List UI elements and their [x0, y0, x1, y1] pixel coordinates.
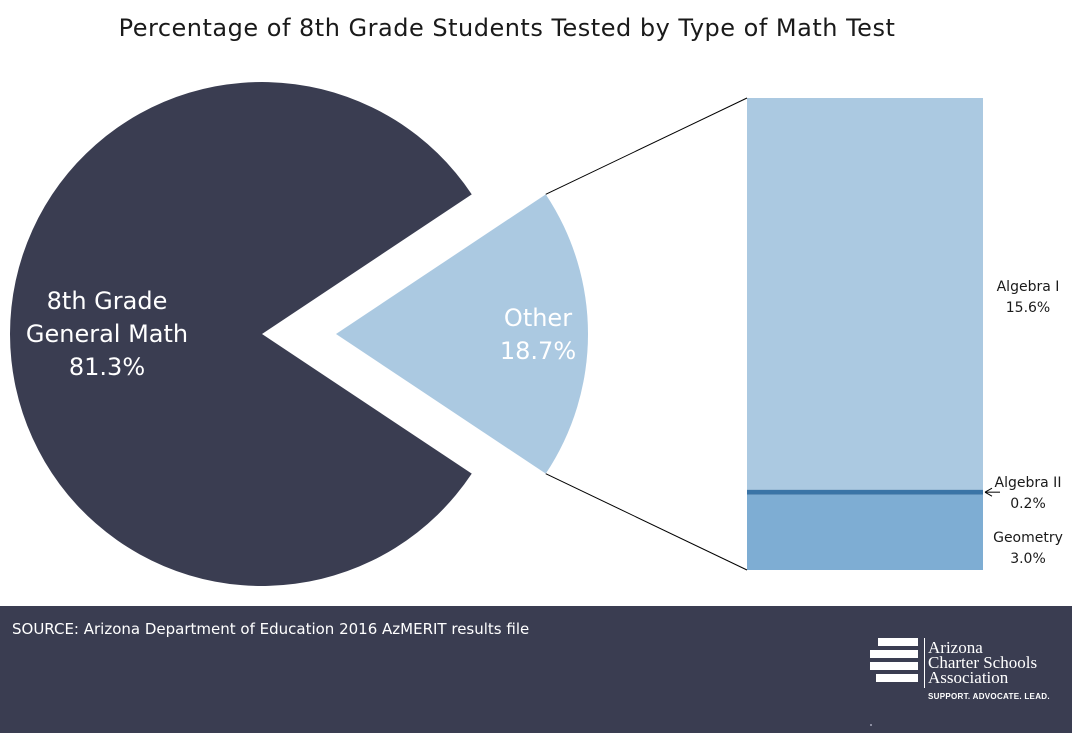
connector-line-top	[545, 97, 748, 195]
data-label-algebra-i: Algebra I 15.6%	[997, 279, 1060, 316]
logo-tagline: SUPPORT. ADVOCATE. LEAD.	[928, 692, 1050, 701]
data-label-general-math: 8th Grade General Math 81.3%	[26, 287, 188, 381]
footer-dot	[870, 724, 872, 726]
logo-bar	[876, 674, 918, 682]
pie-slice-general-math	[10, 82, 472, 587]
data-label-other: Other 18.7%	[500, 304, 576, 365]
logo-line: Association	[928, 668, 1009, 687]
bar-segment-algebra-i	[747, 98, 983, 490]
logo-bar	[870, 662, 918, 670]
bar-segment-algebra-ii	[747, 489, 983, 495]
pie-slice-other	[336, 194, 589, 474]
bar-segment-geometry	[747, 494, 983, 570]
logo-line: Charter Schools	[928, 653, 1038, 672]
algebra-ii-arrowhead	[984, 487, 993, 497]
logo-divider	[924, 638, 925, 688]
connector-line-bottom	[545, 473, 748, 571]
data-label-algebra-ii: Algebra II 0.2%	[995, 475, 1062, 512]
logo-bar	[878, 638, 918, 646]
logo-line: Arizona	[928, 638, 983, 657]
bar-of-pie-chart: 8th Grade General Math 81.3% Other 18.7% Geom…	[10, 82, 1063, 587]
chart-title: Percentage of 8th Grade Students Tested …	[118, 14, 896, 42]
source-note: SOURCE: Arizona Department of Education …	[12, 620, 530, 638]
logo-bar	[870, 650, 918, 658]
footer: SOURCE: Arizona Department of Education …	[0, 606, 1072, 733]
data-label-geometry: Geometry 3.0%	[993, 530, 1063, 567]
association-logo: Arizona Charter Schools Association SUPP…	[870, 638, 1060, 718]
